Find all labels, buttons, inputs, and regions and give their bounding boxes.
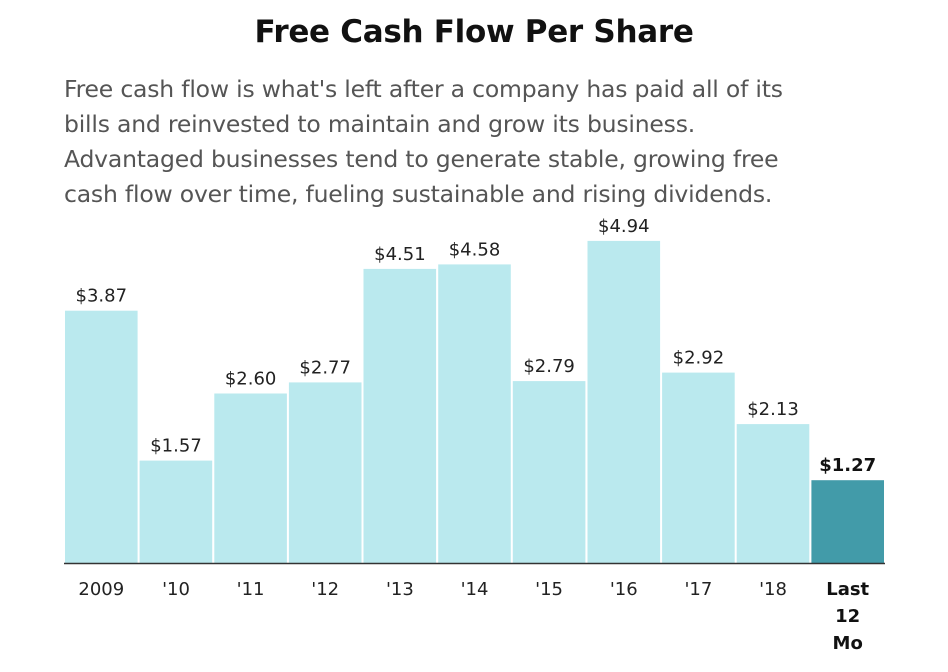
tick-label-1: '10: [162, 579, 190, 600]
tick-label-5: '14: [461, 579, 489, 600]
bar-5: [438, 264, 511, 563]
bar-0: [65, 310, 138, 563]
tick-label-8: '17: [684, 579, 712, 600]
bar-1: [139, 460, 213, 563]
tick-label-10: Last 12 Mo: [826, 579, 869, 654]
data-label-8: $2.92: [673, 348, 725, 369]
tick-label-0: 2009: [78, 579, 124, 600]
tick-label-4: '13: [386, 579, 414, 600]
bar-4: [363, 268, 437, 563]
data-label-0: $3.87: [76, 286, 128, 307]
tick-label-7: '16: [610, 579, 638, 600]
bar-9: [736, 424, 810, 563]
tick-label-6: '15: [535, 579, 563, 600]
data-label-10: $1.27: [819, 455, 876, 476]
chart-subtitle: Free cash flow is what's left after a co…: [64, 75, 783, 208]
data-label-5: $4.58: [449, 239, 501, 260]
chart-title: Free Cash Flow Per Share: [254, 14, 694, 50]
data-label-6: $2.79: [523, 356, 575, 377]
bar-2: [214, 393, 287, 563]
bar-6: [512, 381, 586, 563]
data-label-9: $2.13: [747, 399, 799, 420]
tick-label-2: '11: [237, 579, 265, 600]
bar-7: [587, 240, 661, 563]
data-label-3: $2.77: [299, 357, 351, 378]
bar-10: [811, 480, 884, 563]
data-label-4: $4.51: [374, 244, 426, 265]
bar-3: [288, 382, 362, 563]
tick-label-3: '12: [311, 579, 339, 600]
data-label-1: $1.57: [150, 436, 202, 457]
tick-label-9: '18: [759, 579, 787, 600]
data-label-7: $4.94: [598, 216, 650, 237]
data-label-2: $2.60: [225, 369, 277, 390]
bar-8: [662, 372, 735, 563]
